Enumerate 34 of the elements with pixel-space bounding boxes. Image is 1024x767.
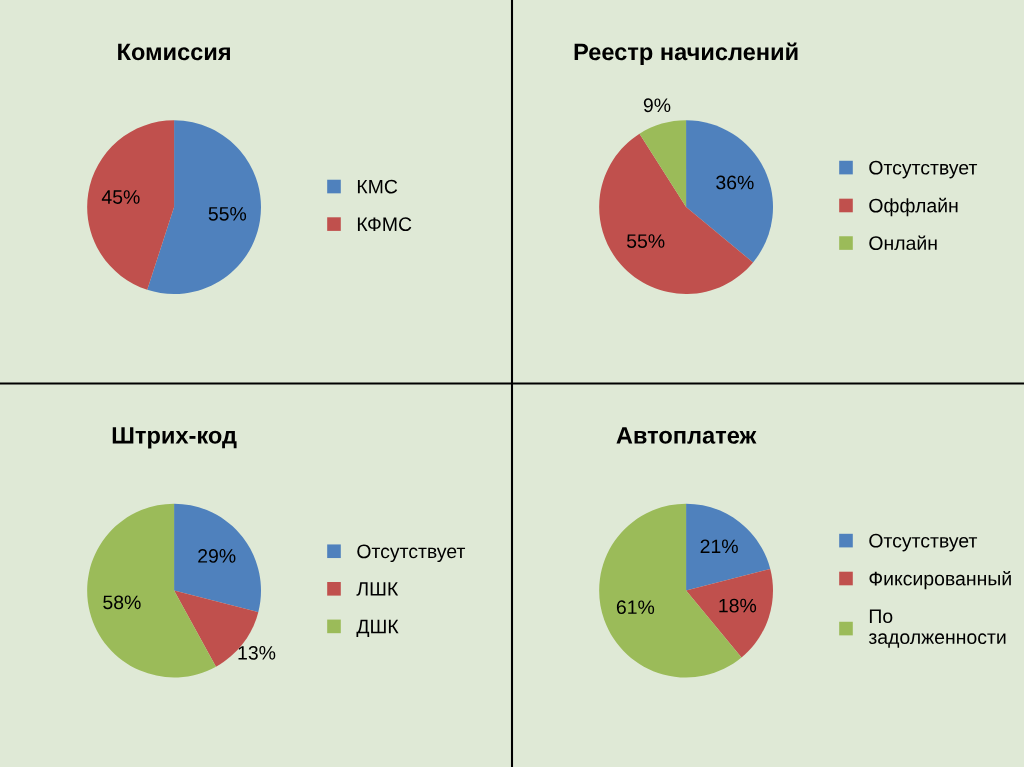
data-label: 55% xyxy=(208,207,247,221)
data-label: 36% xyxy=(716,175,754,190)
pie-slice xyxy=(686,503,771,591)
legend-label: Оффлайн xyxy=(869,197,958,217)
pie-slice xyxy=(686,568,773,658)
pie-slice xyxy=(639,120,687,208)
data-label: 18% xyxy=(719,598,757,613)
legend-label: ДШК xyxy=(356,619,399,638)
data-label: 58% xyxy=(103,595,141,610)
pie-slice xyxy=(87,120,175,290)
pie-slice xyxy=(686,120,773,263)
legend-label: ЛШК xyxy=(356,582,399,596)
chart-title: Комиссия xyxy=(118,43,230,61)
legend-label: По задолженности xyxy=(868,609,1006,648)
data-label: 21% xyxy=(700,539,738,554)
chart-title: Реестр начислений xyxy=(574,42,798,65)
legend-label: Онлайн xyxy=(869,235,937,251)
legend-label: Отсутствует xyxy=(357,544,466,563)
data-label: 29% xyxy=(198,549,236,563)
data-label: 9% xyxy=(643,98,671,113)
legend-label: Отсутствует xyxy=(869,160,978,179)
chart-title: Штрих-код xyxy=(112,427,237,449)
pie-slice xyxy=(599,133,754,295)
legend-label: КФМС xyxy=(357,217,412,232)
data-label: 61% xyxy=(616,600,655,615)
legend-label: Фиксированный xyxy=(869,570,1011,590)
chart-title: Автоплатеж xyxy=(616,427,757,444)
pie-slice xyxy=(174,503,261,613)
data-label: 13% xyxy=(238,645,276,660)
data-label: 55% xyxy=(626,234,665,248)
pie-slice xyxy=(147,120,261,295)
data-label: 45% xyxy=(101,190,140,204)
legend-label: Отсутствует xyxy=(869,533,978,552)
legend-label: КМС xyxy=(357,179,398,194)
